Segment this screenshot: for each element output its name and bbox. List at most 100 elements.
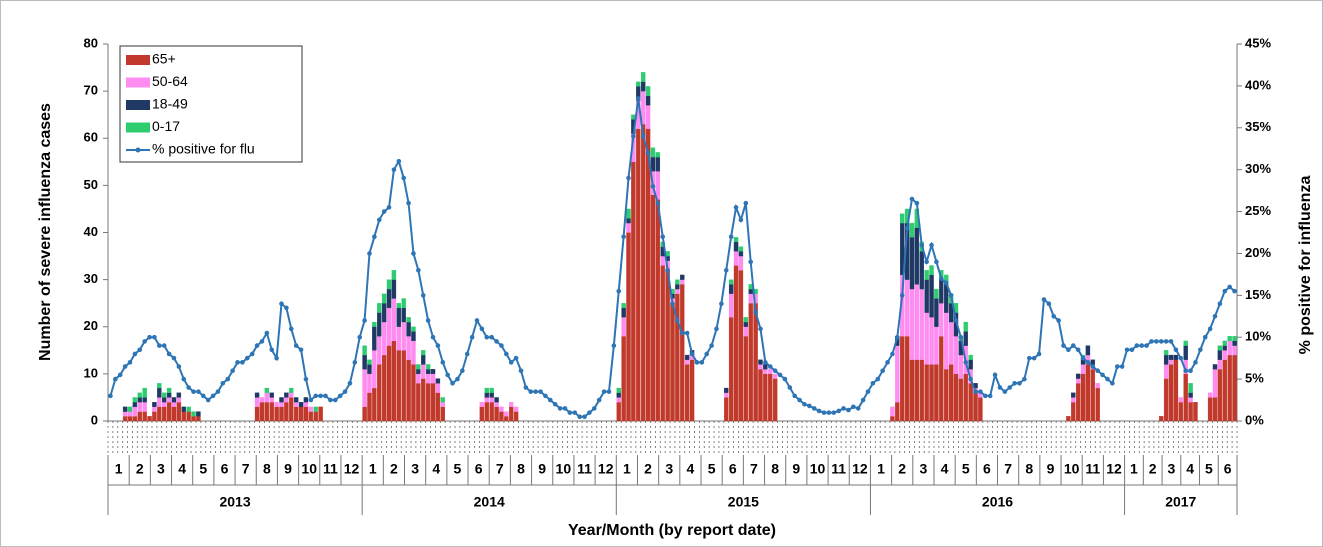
bar-segment: [362, 369, 367, 408]
line-marker: [494, 339, 499, 344]
bar-segment: [895, 345, 900, 403]
bar-segment: [1095, 387, 1100, 422]
line-marker: [836, 408, 841, 414]
line-marker: [337, 393, 343, 399]
bar-segment: [680, 279, 685, 285]
line-marker: [919, 242, 925, 248]
bar-segment: [914, 227, 920, 285]
bar-segment: [425, 373, 431, 384]
bar-segment: [411, 340, 416, 365]
line-marker: [1217, 301, 1223, 307]
line-marker: [176, 364, 182, 369]
line-marker: [196, 389, 201, 394]
month-label: 2: [898, 461, 906, 477]
bar-segment: [958, 378, 964, 422]
bar-segment: [166, 397, 172, 403]
y-axis-title: Number of severe influenza cases: [37, 103, 54, 361]
line-marker: [811, 406, 817, 411]
month-label: 6: [983, 461, 991, 477]
line-marker: [288, 326, 294, 332]
y-tick-label: 50: [84, 177, 98, 192]
line-marker: [885, 360, 890, 365]
month-label: 3: [1168, 461, 1176, 477]
line-marker: [904, 226, 910, 231]
line-marker: [767, 364, 773, 369]
bar-segment: [362, 354, 367, 370]
bar-segment: [684, 364, 690, 422]
bar-segment: [953, 336, 959, 375]
line-marker: [191, 389, 196, 394]
bar-segment: [269, 397, 274, 403]
bar-segment: [728, 317, 734, 422]
bar-segment: [425, 369, 431, 375]
bar-segment: [640, 72, 646, 82]
line-marker: [640, 133, 646, 139]
bar-segment: [1163, 350, 1169, 356]
line-marker: [1080, 355, 1086, 361]
line-marker: [181, 376, 187, 382]
month-label: 5: [454, 461, 462, 477]
line-marker: [318, 393, 323, 399]
month-label: 5: [199, 461, 207, 477]
bar-segment: [289, 397, 294, 422]
bar-segment: [900, 336, 905, 422]
line-marker: [1110, 381, 1115, 386]
month-label: 6: [729, 461, 737, 477]
line-marker: [484, 334, 490, 340]
line-marker: [464, 351, 470, 357]
bar-segment: [1090, 369, 1096, 422]
y2-axis-title: % positive for influenza: [1297, 176, 1314, 355]
bar-segment: [279, 401, 284, 408]
bar-segment: [489, 397, 494, 403]
line-marker: [973, 389, 978, 394]
y2-tick-label: 0%: [1245, 412, 1264, 427]
bar-segment: [435, 392, 441, 422]
bar-segment: [411, 364, 416, 422]
bar-segment: [147, 416, 152, 422]
line-marker: [161, 343, 167, 348]
bar-segment: [958, 354, 964, 379]
bar-segment: [377, 303, 382, 313]
bar-segment: [401, 350, 406, 422]
line-marker: [430, 334, 436, 340]
line-marker: [440, 360, 446, 365]
line-marker: [1178, 355, 1184, 361]
bar-segment: [142, 411, 147, 422]
line-marker: [1183, 368, 1188, 374]
bar-segment: [929, 364, 934, 422]
bar-segment: [499, 406, 504, 412]
bar-segment: [738, 255, 744, 271]
bar-segment: [132, 416, 138, 422]
bar-segment: [367, 392, 372, 422]
line-marker: [899, 293, 905, 298]
line-marker: [816, 408, 822, 414]
line-marker: [479, 326, 485, 332]
bar-segment: [166, 392, 172, 398]
bar-segment: [650, 194, 656, 422]
line-marker: [303, 376, 309, 382]
bar-segment: [1227, 340, 1232, 356]
bar-segment: [1188, 401, 1193, 422]
line-marker: [1095, 368, 1101, 374]
bar-segment: [733, 265, 739, 422]
bar-segment: [621, 317, 626, 337]
bar-segment: [963, 331, 968, 346]
bar-segment: [1183, 340, 1188, 346]
line-marker: [987, 393, 993, 399]
line-marker: [1012, 381, 1017, 386]
line-marker: [513, 355, 519, 361]
bar-segment: [372, 387, 377, 422]
line-marker: [626, 175, 631, 181]
bar-segment: [137, 411, 142, 422]
month-label: 10: [301, 461, 317, 477]
line-marker: [738, 217, 744, 223]
line-marker: [679, 330, 685, 336]
line-marker: [1173, 347, 1179, 353]
bar-segment: [362, 345, 367, 356]
bar-segment: [1085, 364, 1091, 422]
bar-segment: [137, 401, 142, 412]
line-marker: [332, 397, 338, 403]
bar-segment: [924, 270, 929, 280]
line-marker: [411, 251, 416, 256]
line-marker: [235, 360, 240, 365]
